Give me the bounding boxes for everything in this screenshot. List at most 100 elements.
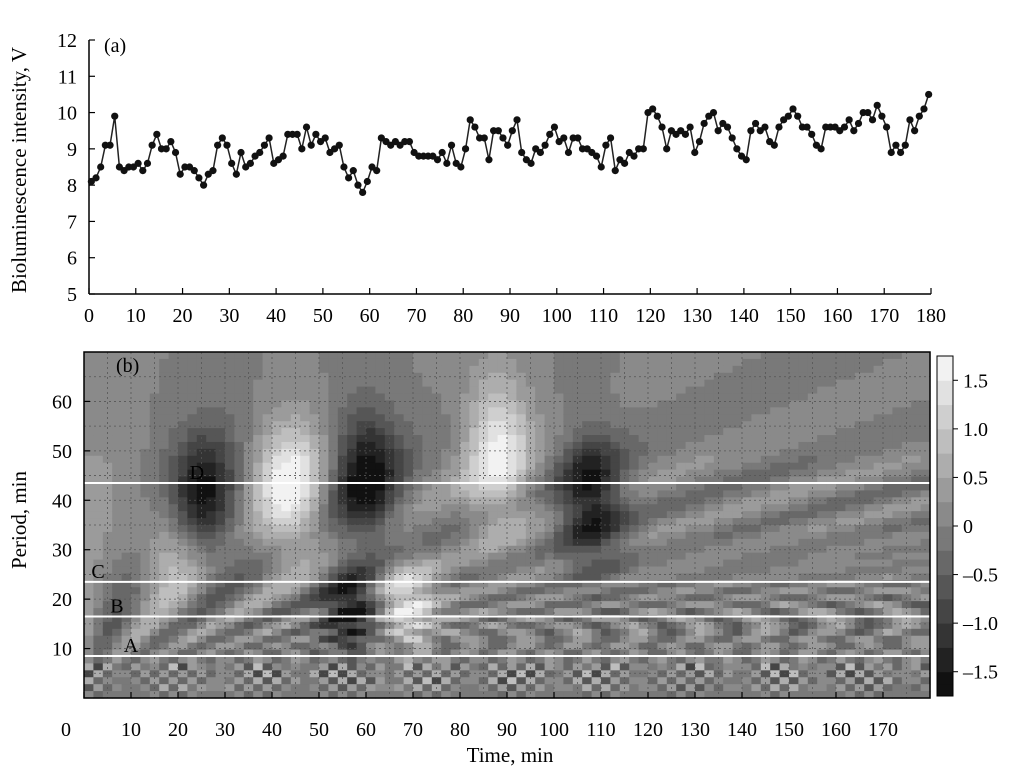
heatmap-cell xyxy=(253,635,264,644)
heatmap-cell xyxy=(845,504,856,512)
heatmap-cell xyxy=(159,670,170,678)
heatmap-cell xyxy=(920,462,931,471)
heatmap-cell xyxy=(873,587,884,595)
heatmap-cell xyxy=(243,372,254,381)
heatmap-cell xyxy=(384,497,395,505)
heatmap-cell xyxy=(431,400,442,408)
heatmap-cell xyxy=(375,587,386,595)
heatmap-cell xyxy=(732,587,743,595)
heatmap-cell xyxy=(187,483,198,491)
heatmap-cell xyxy=(751,386,762,395)
heatmap-cell xyxy=(413,677,423,685)
heatmap-cell xyxy=(732,525,743,533)
heatmap-cell xyxy=(225,628,235,637)
heatmap-cell xyxy=(384,608,395,616)
heatmap-cell xyxy=(112,400,123,408)
heatmap-cell xyxy=(450,531,461,540)
heatmap-cell xyxy=(742,428,752,436)
heatmap-cell xyxy=(713,490,724,498)
heatmap-cell xyxy=(168,525,179,533)
heatmap-cell xyxy=(403,684,414,692)
heatmap-cell xyxy=(751,552,762,561)
panel-b-x-tick-label: 80 xyxy=(450,719,470,741)
heatmap-cell xyxy=(497,511,508,519)
heatmap-cell xyxy=(582,504,593,512)
heatmap-cell xyxy=(854,511,865,519)
heatmap-cell xyxy=(760,552,771,561)
heatmap-cell xyxy=(187,358,198,367)
heatmap-cell xyxy=(525,656,536,664)
heatmap-cell xyxy=(601,393,611,402)
heatmap-cell xyxy=(450,573,461,581)
heatmap-cell xyxy=(187,435,198,443)
heatmap-cell xyxy=(168,663,179,671)
heatmap-cell xyxy=(168,421,179,429)
heatmap-cell xyxy=(253,608,264,616)
heatmap-cell xyxy=(516,504,527,512)
heatmap-cell xyxy=(507,421,517,429)
panel-a-x-tick-label: 60 xyxy=(360,305,380,327)
heatmap-cell xyxy=(366,379,376,388)
heatmap-cell xyxy=(563,628,574,637)
heatmap-cell xyxy=(272,684,282,692)
heatmap-cell xyxy=(281,580,292,588)
heatmap-cell xyxy=(93,684,104,692)
heatmap-cell xyxy=(742,352,752,360)
heatmap-cell xyxy=(770,490,781,498)
heatmap-cell xyxy=(920,435,931,443)
heatmap-cell xyxy=(779,441,790,450)
heatmap-cell xyxy=(187,441,198,450)
panel-a-data-point xyxy=(494,127,502,135)
heatmap-cell xyxy=(638,448,649,457)
heatmap-cell xyxy=(864,677,875,685)
heatmap-cell xyxy=(864,497,875,505)
heatmap-cell xyxy=(591,379,602,388)
heatmap-cell xyxy=(685,614,696,623)
heatmap-cell xyxy=(845,476,856,485)
heatmap-cell xyxy=(102,635,113,644)
heatmap-cell xyxy=(657,497,668,505)
heatmap-cell xyxy=(281,663,292,671)
heatmap-cell xyxy=(544,379,555,388)
heatmap-cell xyxy=(582,407,593,415)
heatmap-cell xyxy=(450,393,461,402)
heatmap-cell xyxy=(901,365,912,374)
heatmap-cell xyxy=(554,684,564,692)
heatmap-cell xyxy=(554,531,564,540)
heatmap-cell xyxy=(779,608,790,616)
heatmap-cell xyxy=(347,684,358,692)
heatmap-cell xyxy=(666,691,677,699)
heatmap-cell xyxy=(187,677,198,685)
heatmap-cell xyxy=(375,414,386,422)
heatmap-cell xyxy=(84,379,94,388)
heatmap-cell xyxy=(554,559,564,568)
heatmap-cell xyxy=(394,469,405,478)
heatmap-cell xyxy=(657,559,668,568)
heatmap-cell xyxy=(347,649,358,658)
heatmap-cell xyxy=(779,580,790,588)
heatmap-cell xyxy=(920,670,931,678)
panel-a-x-tick-label: 120 xyxy=(635,305,665,327)
heatmap-cell xyxy=(394,518,405,526)
heatmap-cell xyxy=(319,642,329,651)
heatmap-cell xyxy=(441,428,452,436)
heatmap-cell xyxy=(535,497,546,505)
heatmap-cell xyxy=(525,497,536,505)
heatmap-cell xyxy=(742,497,752,505)
heatmap-cell xyxy=(356,614,367,623)
heatmap-cell xyxy=(384,677,395,685)
heatmap-cell xyxy=(460,608,470,616)
heatmap-cell xyxy=(582,358,593,367)
heatmap-cell xyxy=(356,476,367,485)
heatmap-cell xyxy=(112,448,123,457)
heatmap-cell xyxy=(563,677,574,685)
heatmap-cell xyxy=(178,518,188,526)
heatmap-cell xyxy=(507,428,517,436)
heatmap-cell xyxy=(657,608,668,616)
heatmap-cell xyxy=(300,614,311,623)
heatmap-cell xyxy=(685,525,696,533)
heatmap-cell xyxy=(497,483,508,491)
heatmap-cell xyxy=(121,566,132,575)
heatmap-cell xyxy=(234,490,245,498)
heatmap-cell xyxy=(497,504,508,512)
